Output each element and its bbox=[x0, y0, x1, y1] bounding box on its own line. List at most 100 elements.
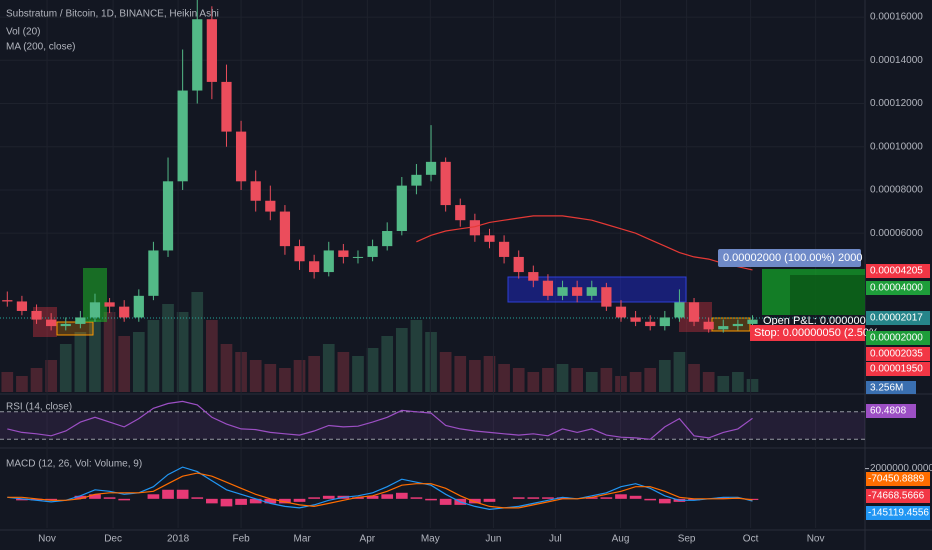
y-tick-label: 0.00006000 bbox=[870, 228, 923, 239]
candle-body bbox=[221, 81, 232, 132]
volume-bar bbox=[556, 364, 569, 392]
candle-body bbox=[133, 295, 144, 318]
price-label-bg bbox=[866, 311, 930, 325]
histogram-bar bbox=[527, 497, 540, 499]
histogram-bar bbox=[615, 494, 627, 499]
last-label-bg bbox=[866, 472, 930, 486]
volume-bar bbox=[308, 356, 320, 392]
price-label: 0.00004205 bbox=[870, 266, 923, 277]
histogram-bar bbox=[512, 497, 525, 499]
histogram-bar bbox=[395, 492, 408, 499]
pane-title: MACD (12, 26, Vol: Volume, 9) bbox=[6, 459, 142, 470]
histogram-bar bbox=[366, 495, 379, 499]
volume-bar bbox=[74, 332, 87, 392]
candle-body bbox=[645, 321, 656, 327]
volume-bar bbox=[337, 352, 350, 392]
volume-bar bbox=[191, 292, 204, 392]
candle-body bbox=[528, 272, 539, 281]
price-label: 0.00002017 bbox=[870, 313, 923, 324]
histogram-bar bbox=[425, 498, 437, 501]
stop-label: Stop: 0.00000050 (2.50% bbox=[754, 327, 879, 339]
indicator-label: MA (200, close) bbox=[6, 42, 75, 53]
candle-body bbox=[615, 306, 627, 318]
candle-body bbox=[119, 306, 130, 318]
histogram-bar bbox=[717, 497, 730, 499]
x-tick-label: May bbox=[421, 534, 440, 545]
histogram-bar bbox=[264, 498, 277, 504]
candle-body bbox=[294, 246, 305, 262]
histogram-bar bbox=[293, 498, 306, 502]
histogram-bar bbox=[162, 489, 174, 499]
volume-bar bbox=[454, 356, 467, 392]
histogram-bar bbox=[45, 498, 57, 501]
candle-body bbox=[338, 250, 349, 257]
price-label-bg bbox=[866, 281, 930, 295]
candle-body bbox=[279, 211, 291, 247]
x-tick-label: Nov bbox=[38, 534, 56, 545]
candle-body bbox=[455, 205, 466, 221]
candle-body bbox=[16, 301, 28, 311]
x-tick-label: Nov bbox=[807, 534, 825, 545]
histogram-bar bbox=[16, 498, 28, 501]
candle-body bbox=[718, 326, 729, 330]
volume-bar bbox=[644, 368, 657, 392]
volume-bar bbox=[658, 360, 671, 392]
y-tick-label: 2000000.0000 bbox=[870, 463, 932, 474]
volume-bar bbox=[439, 352, 452, 392]
candle-body bbox=[192, 19, 203, 91]
candle-body bbox=[265, 200, 276, 212]
x-tick-label: Feb bbox=[232, 534, 250, 545]
volume-bar bbox=[746, 378, 759, 392]
histogram-bar bbox=[74, 495, 87, 499]
candle-body bbox=[104, 302, 115, 307]
candle-body bbox=[659, 317, 670, 327]
histogram-bar bbox=[279, 498, 291, 504]
candle-body bbox=[440, 161, 451, 206]
candle-body bbox=[323, 250, 334, 273]
histogram-bar bbox=[220, 498, 233, 507]
candle-body bbox=[206, 19, 217, 82]
chart-title: Substratum / Bitcoin, 1D, BINANCE, Heiki… bbox=[6, 9, 219, 20]
volume-bar bbox=[381, 336, 394, 392]
last-label: -74668.5666 bbox=[868, 491, 925, 502]
candle-body bbox=[513, 256, 524, 273]
candle-body bbox=[484, 235, 495, 242]
histogram-bar bbox=[147, 494, 160, 499]
volume-bar bbox=[673, 352, 686, 392]
target-label-bg bbox=[718, 249, 861, 267]
candle-body bbox=[572, 287, 583, 296]
price-label-bg bbox=[866, 347, 930, 361]
candle-body bbox=[89, 302, 101, 318]
histogram-bar bbox=[410, 497, 423, 499]
volume-bar bbox=[527, 372, 540, 392]
volume-label: 3.256M bbox=[870, 383, 903, 394]
x-tick-label: Oct bbox=[743, 534, 759, 545]
candle-body bbox=[148, 250, 159, 296]
price-label-bg bbox=[866, 362, 930, 376]
target-label: 0.00002000 (100.00%) 2000 bbox=[723, 252, 862, 264]
volume-bar bbox=[89, 320, 101, 392]
volume-bar bbox=[147, 320, 160, 392]
volume-bar bbox=[732, 372, 744, 392]
histogram-bar bbox=[308, 497, 320, 499]
candle-body bbox=[367, 246, 378, 257]
histogram-bar bbox=[542, 497, 554, 499]
volume-bar bbox=[103, 312, 116, 392]
indicator-line bbox=[7, 466, 753, 511]
volume-bar bbox=[264, 364, 277, 392]
volume-bar bbox=[176, 312, 189, 392]
volume-bar bbox=[220, 344, 233, 392]
candle-body bbox=[732, 323, 743, 327]
volume-bar bbox=[425, 332, 437, 392]
x-tick-label: Jul bbox=[549, 534, 562, 545]
candle-body bbox=[425, 161, 437, 175]
candle-body bbox=[469, 220, 480, 236]
candle-body bbox=[630, 317, 641, 322]
candle-body bbox=[703, 321, 714, 330]
y-tick-label: 0.00012000 bbox=[870, 98, 923, 109]
candle-body bbox=[2, 300, 13, 302]
volume-bar bbox=[688, 364, 700, 392]
candle-body bbox=[162, 181, 174, 251]
volume-bar bbox=[469, 360, 481, 392]
volume-bar bbox=[249, 360, 262, 392]
